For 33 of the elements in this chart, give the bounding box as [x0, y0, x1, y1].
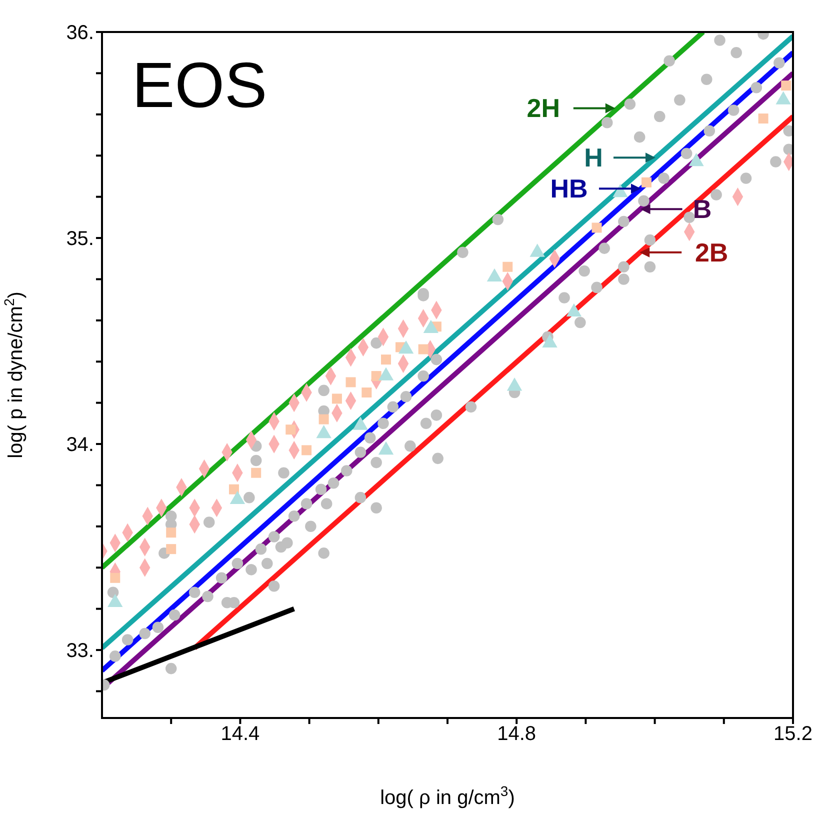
point	[228, 484, 239, 494]
point	[381, 354, 391, 365]
point	[592, 222, 602, 233]
point	[166, 544, 176, 554]
annotation: B	[692, 194, 712, 224]
point	[318, 414, 329, 424]
point	[286, 424, 296, 435]
point	[502, 262, 513, 272]
point	[302, 445, 312, 456]
x-tick-label: 15.2	[774, 723, 812, 746]
annotation: 2B	[694, 237, 728, 268]
x-axis-title: log( ρ in g/cm$^{3}$)	[380, 783, 515, 809]
y-tick-label: 33.	[66, 640, 94, 662]
annotation: H	[584, 142, 603, 173]
point	[418, 344, 428, 354]
point	[110, 572, 120, 583]
point	[166, 528, 176, 538]
y-tick-label: 35.	[66, 228, 94, 250]
point	[362, 388, 372, 398]
point	[346, 377, 356, 388]
point	[758, 114, 768, 124]
y-tick-label: 36.	[66, 22, 94, 44]
annotation: 2H	[526, 93, 560, 124]
chart-title: EOS	[132, 49, 268, 121]
point	[332, 394, 342, 404]
y-tick-label: 34.	[66, 434, 94, 456]
x-tick-label: 14.4	[220, 723, 260, 746]
annotation: HB	[550, 174, 588, 204]
x-tick-label: 14.8	[497, 723, 536, 746]
point	[781, 80, 792, 91]
point	[642, 177, 652, 188]
point	[371, 371, 382, 382]
point	[251, 468, 262, 478]
